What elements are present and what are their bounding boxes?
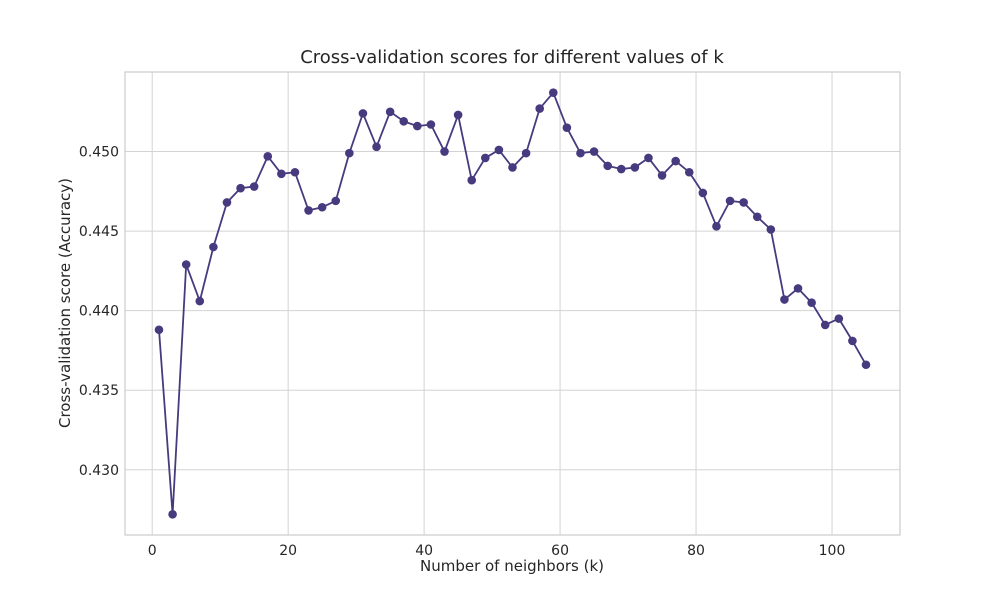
data-point <box>222 198 232 207</box>
data-point <box>739 198 748 207</box>
chart-title: Cross-validation scores for different va… <box>300 47 724 68</box>
plot-frame <box>124 71 901 536</box>
data-point <box>385 107 395 117</box>
data-point <box>712 222 721 231</box>
data-point <box>481 153 490 163</box>
data-point <box>399 117 409 126</box>
data-point <box>290 167 300 177</box>
data-point <box>834 314 844 323</box>
data-point <box>793 284 803 293</box>
data-point <box>644 153 653 163</box>
data-point <box>848 336 857 346</box>
series-layer <box>154 88 871 519</box>
data-point <box>358 109 368 118</box>
x-tick-label: 40 <box>415 543 433 559</box>
data-point <box>249 182 259 191</box>
data-point <box>671 156 680 166</box>
data-point <box>657 171 667 180</box>
data-point <box>807 298 816 308</box>
data-point <box>345 148 354 158</box>
x-tick-labels: 0 20 40 60 80 100 <box>148 543 846 559</box>
y-tick-label: 0.435 <box>79 383 119 399</box>
y-tick-label: 0.450 <box>79 145 119 161</box>
x-tick-label: 20 <box>279 543 297 559</box>
data-point <box>236 183 245 193</box>
data-point <box>861 360 871 370</box>
data-point <box>576 148 585 158</box>
data-point <box>413 121 422 131</box>
y-tick-labels: 0.430 0.435 0.440 0.445 0.450 <box>79 145 119 479</box>
data-point <box>209 242 218 252</box>
data-point <box>603 161 612 171</box>
y-tick-label: 0.440 <box>79 304 119 320</box>
data-point <box>752 212 762 222</box>
data-point <box>780 295 789 304</box>
x-axis-label: Number of neighbors (k) <box>420 557 604 575</box>
x-tick-label: 80 <box>687 543 705 559</box>
x-tick-label: 100 <box>819 543 846 559</box>
data-point <box>766 225 776 234</box>
y-tick-label: 0.445 <box>79 224 119 240</box>
data-point <box>548 88 558 97</box>
data-point <box>630 163 640 172</box>
data-point <box>589 147 599 156</box>
data-point <box>535 104 544 113</box>
data-point <box>521 148 531 158</box>
y-axis-label: Cross-validation score (Accuracy) <box>56 178 74 428</box>
data-point <box>725 196 735 206</box>
data-point <box>467 175 477 185</box>
data-point <box>616 164 626 174</box>
data-point <box>263 152 273 161</box>
data-point <box>820 320 830 330</box>
data-point <box>317 202 327 212</box>
data-point <box>304 206 313 215</box>
data-point <box>508 163 517 172</box>
data-point <box>181 260 191 269</box>
x-tick-label: 0 <box>148 543 157 559</box>
data-point <box>168 510 177 519</box>
data-point <box>154 325 164 335</box>
data-point <box>372 142 381 152</box>
y-tick-label: 0.430 <box>79 463 119 479</box>
data-point <box>195 296 205 306</box>
data-point <box>684 167 694 177</box>
data-point <box>277 169 286 179</box>
data-point <box>453 110 463 120</box>
data-point <box>440 147 449 156</box>
x-tick-label: 60 <box>551 543 569 559</box>
data-point <box>426 120 436 129</box>
data-point <box>698 188 708 198</box>
data-point <box>331 196 341 206</box>
data-point <box>494 145 504 155</box>
data-point <box>562 123 572 132</box>
